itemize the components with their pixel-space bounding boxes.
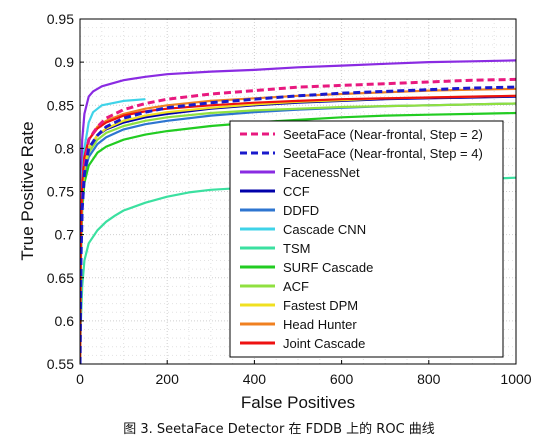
y-tick-label: 0.65 (47, 270, 74, 286)
legend-label: Head Hunter (283, 317, 357, 332)
legend-label: Joint Cascade (283, 336, 365, 351)
axis-ticks: 0 200 400 600 800 1000 0.55 0.6 0.65 0.7 0.75 0.8 0.… (47, 11, 532, 387)
x-tick-label: 0 (76, 371, 84, 387)
legend-label: SeetaFace (Near-frontal, Step = 2) (283, 127, 483, 142)
y-tick-label: 0.95 (47, 11, 74, 27)
y-tick-label: 0.85 (47, 97, 74, 113)
y-tick-label: 0.75 (47, 184, 74, 200)
x-tick-label: 800 (417, 371, 441, 387)
legend-label: TSM (283, 241, 310, 256)
x-axis-label: False Positives (241, 393, 355, 412)
x-tick-label: 400 (243, 371, 267, 387)
series-line-2 (80, 59, 516, 364)
y-tick-label: 0.55 (47, 356, 74, 372)
legend-label: Fastest DPM (283, 298, 358, 313)
legend: SeetaFace (Near-frontal, Step = 2) SeetaF… (229, 120, 504, 358)
x-tick-label: 1000 (500, 371, 531, 387)
x-tick-label: 600 (330, 371, 354, 387)
y-tick-label: 0.9 (55, 54, 75, 70)
legend-label: Cascade CNN (283, 222, 366, 237)
y-tick-label: 0.8 (55, 140, 75, 156)
legend-label: SeetaFace (Near-frontal, Step = 4) (283, 146, 483, 161)
legend-label: CCF (283, 184, 310, 199)
y-tick-label: 0.6 (55, 313, 75, 329)
legend-label: FacenessNet (283, 165, 360, 180)
y-axis-label: True Positive Rate (18, 121, 37, 260)
legend-box (229, 120, 504, 358)
legend-label: SURF Cascade (283, 260, 373, 275)
y-tick-label: 0.7 (55, 227, 75, 243)
x-tick-label: 200 (156, 371, 180, 387)
series-line-1 (80, 85, 516, 364)
legend-label: ACF (283, 279, 309, 294)
legend-label: DDFD (283, 203, 319, 218)
series-group (80, 59, 516, 364)
figure-caption: 图 3. SeetaFace Detector 在 FDDB 上的 ROC 曲线 (123, 422, 435, 437)
